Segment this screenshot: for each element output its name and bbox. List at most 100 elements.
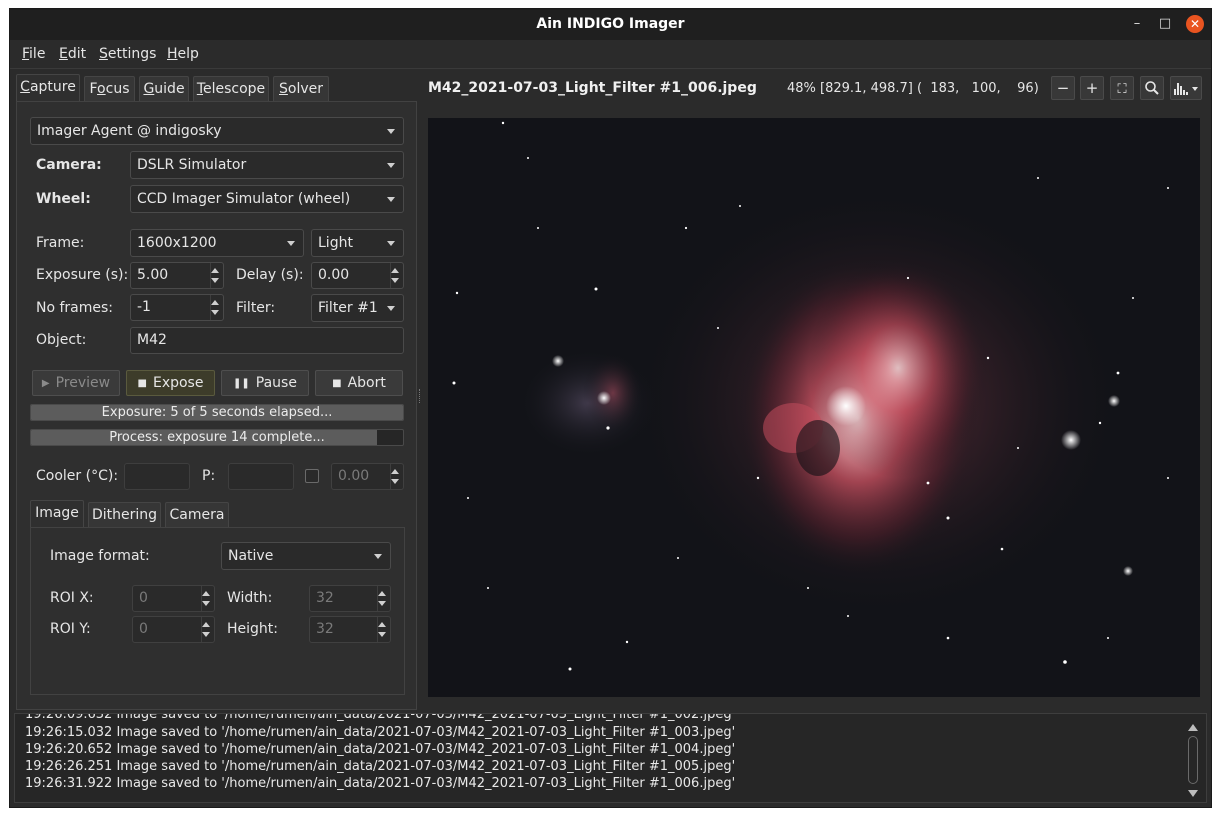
camera-select[interactable]: DSLR Simulator <box>130 151 404 179</box>
image-viewer[interactable] <box>428 118 1200 697</box>
log-line: 19:26:26.251 Image saved to '/home/rumen… <box>25 759 736 774</box>
preview-button[interactable]: ▶ Preview <box>32 370 120 396</box>
roi-y-label: ROI Y: <box>50 621 91 637</box>
expose-button[interactable]: ■ Expose <box>126 370 215 396</box>
roi-x-spinbox[interactable]: 0 <box>132 585 215 612</box>
object-label: Object: <box>36 332 87 348</box>
spin-up-icon[interactable] <box>378 622 386 627</box>
cooler-setpoint-spinbox[interactable]: 0.00 <box>331 463 404 490</box>
zoom-coords-readout: 48% [829.1, 498.7] ( 183, 100, 96) <box>787 81 1039 96</box>
menu-edit[interactable]: Edit <box>59 46 87 62</box>
spin-up-icon[interactable] <box>202 591 210 596</box>
spin-up-icon[interactable] <box>211 300 219 305</box>
scroll-down-icon[interactable] <box>1188 790 1198 797</box>
magnifier-icon <box>1145 81 1159 95</box>
frames-spinbox[interactable]: -1 <box>130 294 224 321</box>
tab-image[interactable]: Image <box>30 500 84 527</box>
exposure-progress: Exposure: 5 of 5 seconds elapsed... <box>30 404 404 421</box>
camera-label: Camera: <box>36 157 102 173</box>
chevron-down-icon <box>387 129 395 134</box>
tab-guide[interactable]: Guide <box>139 76 189 101</box>
spin-down-icon[interactable] <box>202 632 210 637</box>
menu-help[interactable]: Help <box>167 46 199 62</box>
width-spinbox[interactable]: 32 <box>309 585 391 612</box>
spin-down-icon[interactable] <box>211 310 219 315</box>
frame-size-select[interactable]: 1600x1200 <box>130 229 304 257</box>
spin-down-icon[interactable] <box>391 278 399 283</box>
zoom-in-button[interactable]: + <box>1080 76 1104 100</box>
delay-spinbox[interactable]: 0.00 <box>311 262 404 289</box>
width-label: Width: <box>227 590 273 606</box>
title-bar: Ain INDIGO Imager – □ ✕ <box>10 9 1211 40</box>
log-line: 19:26:15.032 Image saved to '/home/rumen… <box>25 725 736 740</box>
roi-y-spinbox[interactable]: 0 <box>132 616 215 643</box>
nebula-image <box>428 118 1200 697</box>
spin-up-icon[interactable] <box>202 622 210 627</box>
histogram-icon <box>1174 83 1198 95</box>
height-label: Height: <box>227 621 278 637</box>
frames-label: No frames: <box>36 300 114 316</box>
log-panel[interactable]: 19:26:09.632 Image saved to '/home/rumen… <box>14 713 1207 803</box>
wheel-label: Wheel: <box>36 191 91 207</box>
fit-icon: ⛶ <box>1117 82 1127 97</box>
chevron-down-icon <box>387 197 395 202</box>
chevron-down-icon <box>287 241 295 246</box>
cooler-on-checkbox[interactable] <box>305 469 319 483</box>
exposure-spinbox[interactable]: 5.00 <box>130 262 224 289</box>
menu-file[interactable]: File <box>22 46 46 62</box>
log-line: 19:26:09.632 Image saved to '/home/rumen… <box>25 713 736 722</box>
fit-button[interactable]: ⛶ <box>1110 76 1134 100</box>
zoom-out-button[interactable]: − <box>1051 76 1075 100</box>
tab-capture[interactable]: Capture <box>16 74 80 101</box>
maximize-button[interactable]: □ <box>1158 16 1172 31</box>
cooler-temp-field <box>124 463 190 490</box>
stop-square-icon: ■ <box>332 378 342 389</box>
spin-down-icon[interactable] <box>378 632 386 637</box>
minimize-button[interactable]: – <box>1133 16 1141 31</box>
log-scrollbar[interactable] <box>1188 736 1198 784</box>
tab-solver[interactable]: Solver <box>273 76 329 101</box>
tab-focus[interactable]: Focus <box>84 76 135 101</box>
tab-telescope[interactable]: Telescope <box>193 76 269 101</box>
app-window: Ain INDIGO Imager – □ ✕ File Edit Settin… <box>9 8 1212 808</box>
spin-up-icon[interactable] <box>211 268 219 273</box>
image-format-label: Image format: <box>50 548 150 564</box>
tab-dithering[interactable]: Dithering <box>88 502 161 527</box>
power-label: P: <box>202 468 216 484</box>
cooler-label: Cooler (°C): <box>36 468 119 484</box>
spin-up-icon[interactable] <box>391 469 399 474</box>
tab-camera[interactable]: Camera <box>165 502 229 527</box>
zoom-in-icon: + <box>1085 79 1099 97</box>
roi-x-label: ROI X: <box>50 590 94 606</box>
height-spinbox[interactable]: 32 <box>309 616 391 643</box>
stop-square-icon: ■ <box>137 378 147 389</box>
spin-up-icon[interactable] <box>378 591 386 596</box>
frame-type-select[interactable]: Light <box>311 229 404 257</box>
image-format-select[interactable]: Native <box>221 542 391 570</box>
spin-down-icon[interactable] <box>378 601 386 606</box>
scroll-up-icon[interactable] <box>1188 724 1198 731</box>
spin-down-icon[interactable] <box>211 278 219 283</box>
spin-down-icon[interactable] <box>202 601 210 606</box>
spin-down-icon[interactable] <box>391 479 399 484</box>
pause-button[interactable]: ❚❚ Pause <box>221 370 309 396</box>
chevron-down-icon <box>387 306 395 311</box>
play-icon: ▶ <box>41 378 50 389</box>
abort-button[interactable]: ■ Abort <box>315 370 403 396</box>
filter-label: Filter: <box>236 300 276 316</box>
spin-up-icon[interactable] <box>391 268 399 273</box>
filter-select[interactable]: Filter #1 <box>311 294 404 322</box>
process-progress: Process: exposure 14 complete... <box>30 429 404 446</box>
splitter-handle[interactable] <box>419 389 421 403</box>
menu-bar: File Edit Settings Help <box>10 40 1211 69</box>
histogram-button[interactable] <box>1170 76 1202 100</box>
wheel-select[interactable]: CCD Imager Simulator (wheel) <box>130 185 404 213</box>
cooler-power-field <box>228 463 294 490</box>
close-button[interactable]: ✕ <box>1186 15 1204 33</box>
chevron-down-icon <box>387 163 395 168</box>
object-input[interactable]: M42 <box>130 327 404 354</box>
frame-label: Frame: <box>36 235 85 251</box>
agent-select[interactable]: Imager Agent @ indigosky <box>30 117 404 145</box>
menu-settings[interactable]: Settings <box>99 46 157 62</box>
magnifier-button[interactable] <box>1140 76 1164 100</box>
